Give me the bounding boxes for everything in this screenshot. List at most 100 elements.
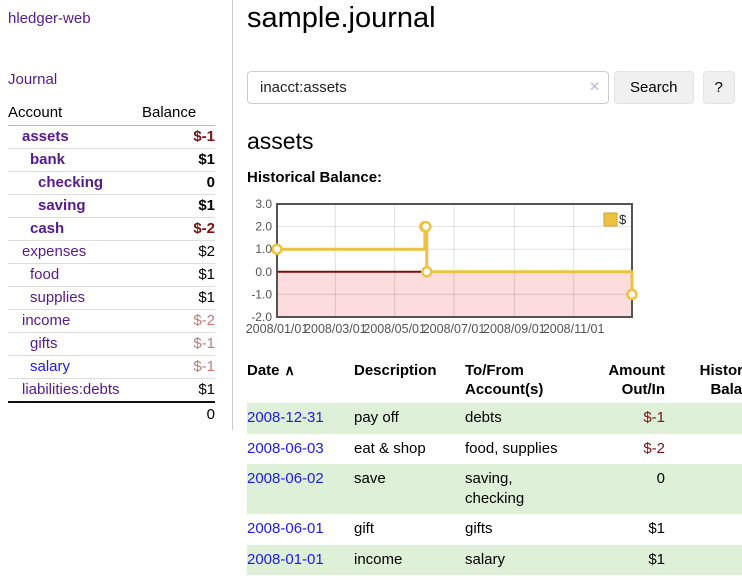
account-cell: bank: [8, 149, 142, 172]
page-title: sample.journal: [247, 3, 736, 35]
help-button[interactable]: ?: [703, 71, 735, 104]
account-cell: assets: [8, 126, 142, 149]
register-accounts-cell: gifts: [465, 514, 583, 545]
register-header-balance: Historical Balance: [673, 361, 742, 403]
account-balance: $-2: [142, 218, 215, 241]
x-axis-tick-label: 2008/03/01: [304, 322, 367, 336]
account-link-expenses[interactable]: expenses: [22, 243, 86, 260]
register-header-date[interactable]: Date∧: [247, 361, 354, 403]
series-point-marker: [421, 222, 430, 231]
account-link-assets[interactable]: assets: [22, 128, 69, 145]
transaction-date-link[interactable]: 2008-06-01: [247, 520, 324, 537]
nav-journal-link[interactable]: Journal: [8, 71, 232, 88]
sidebar-account-row: income $-2: [8, 310, 215, 333]
account-link-salary[interactable]: salary: [30, 358, 70, 375]
transaction-date-link[interactable]: 2008-01-01: [247, 551, 324, 568]
register-row: 2008-12-31pay offdebts$-1$-1: [247, 403, 742, 434]
register-row: 2008-06-03eat & shopfood, supplies$-20: [247, 434, 742, 465]
page: hledger-web Journal Account Balance asse…: [0, 0, 742, 575]
register-accounts-cell: salary: [465, 545, 583, 576]
account-cell: gifts: [8, 333, 142, 356]
accounts-table: Account Balance assets$-1bank$1checking0…: [8, 104, 215, 426]
balance-chart-svg: 3.02.01.00.0-1.0-2.02008/01/012008/03/01…: [247, 202, 639, 344]
sidebar-account-row: expenses$2: [8, 241, 215, 264]
historical-balance-chart[interactable]: 3.02.01.00.0-1.0-2.02008/01/012008/03/01…: [247, 202, 639, 344]
search-input-wrap: ✕: [247, 71, 609, 104]
account-cell: expenses: [8, 241, 142, 264]
register-balance-cell: $2: [673, 514, 742, 545]
register-date-cell: 2008-12-31: [247, 403, 354, 434]
account-balance: $-1: [142, 356, 215, 379]
accounts-total-value: 0: [142, 402, 215, 426]
account-link-supplies[interactable]: supplies: [30, 289, 85, 306]
register-amount-cell: $-2: [583, 434, 673, 465]
register-balance-cell: $2: [673, 464, 742, 514]
brand-link[interactable]: hledger-web: [8, 10, 91, 27]
y-axis-tick-label: 1.0: [255, 242, 272, 256]
search-input[interactable]: [247, 71, 609, 104]
x-axis-tick-label: 2008/01/01: [246, 322, 309, 336]
account-balance: $1: [142, 264, 215, 287]
account-cell: saving: [8, 195, 142, 218]
account-balance: $1: [142, 379, 215, 403]
account-link-checking[interactable]: checking: [38, 174, 103, 191]
register-date-cell: 2008-06-02: [247, 464, 354, 514]
account-heading: assets: [247, 129, 736, 153]
accounts-total-row: 0: [8, 402, 215, 426]
account-balance: $-1: [142, 126, 215, 149]
account-link-liabilities-debts[interactable]: liabilities:debts: [22, 381, 120, 398]
legend-label: $: [619, 212, 627, 227]
register-header-accounts: To/From Account(s): [465, 361, 583, 403]
x-axis-tick-label: 2008/11/01: [543, 322, 605, 336]
sort-asc-icon: ∧: [285, 362, 295, 378]
register-row: 2008-01-01incomesalary$1$1: [247, 545, 742, 576]
account-cell: supplies: [8, 287, 142, 310]
series-point-marker: [628, 290, 637, 299]
account-link-gifts[interactable]: gifts: [30, 335, 58, 352]
account-balance: $-1: [142, 333, 215, 356]
account-cell: salary: [8, 356, 142, 379]
sidebar-account-row: bank $1: [8, 149, 215, 172]
account-cell: checking: [8, 172, 142, 195]
account-balance: $1: [142, 149, 215, 172]
sidebar: hledger-web Journal Account Balance asse…: [0, 0, 233, 430]
account-link-food[interactable]: food: [30, 266, 59, 283]
account-link-cash[interactable]: cash: [30, 220, 64, 237]
register-amount-cell: $1: [583, 545, 673, 576]
register-accounts-cell: debts: [465, 403, 583, 434]
transaction-date-link[interactable]: 2008-12-31: [247, 409, 324, 426]
balance-column-header: Balance: [142, 104, 215, 126]
sidebar-account-row: liabilities:debts $1: [8, 379, 215, 403]
clear-search-icon[interactable]: ✕: [589, 80, 600, 93]
register-balance-cell: $-1: [673, 403, 742, 434]
account-link-saving[interactable]: saving: [38, 197, 86, 214]
register-amount-cell: $1: [583, 514, 673, 545]
y-axis-tick-label: 3.0: [255, 197, 272, 211]
account-balance: $1: [142, 287, 215, 310]
register-balance-cell: $1: [673, 545, 742, 576]
main-content: sample.journal ✕ Search ? assets Histori…: [233, 0, 736, 575]
register-description-cell: eat & shop: [354, 434, 465, 465]
register-description-cell: save: [354, 464, 465, 514]
account-link-income[interactable]: income: [22, 312, 70, 329]
register-row: 2008-06-02savesaving, checking0$2: [247, 464, 742, 514]
accounts-total-spacer: [8, 402, 142, 426]
account-column-header: Account: [8, 104, 142, 126]
search-button[interactable]: Search: [614, 71, 694, 104]
account-cell: food: [8, 264, 142, 287]
x-axis-tick-label: 2008/09/01: [483, 322, 546, 336]
search-bar: ✕ Search ?: [247, 71, 736, 104]
legend-swatch-icon: [604, 213, 617, 226]
account-cell: income: [8, 310, 142, 333]
account-balance: $-2: [142, 310, 215, 333]
accounts-table-header-row: Account Balance: [8, 104, 215, 126]
transaction-date-link[interactable]: 2008-06-03: [247, 440, 324, 457]
transaction-date-link[interactable]: 2008-06-02: [247, 470, 324, 487]
register-date-cell: 2008-01-01: [247, 545, 354, 576]
chart-title: Historical Balance:: [247, 169, 736, 186]
register-date-cell: 2008-06-03: [247, 434, 354, 465]
account-link-bank[interactable]: bank: [30, 151, 65, 168]
register-amount-cell: 0: [583, 464, 673, 514]
sidebar-account-row: checking0: [8, 172, 215, 195]
accounts-table-body: assets$-1bank$1checking0saving$1cash$-2e…: [8, 126, 215, 403]
